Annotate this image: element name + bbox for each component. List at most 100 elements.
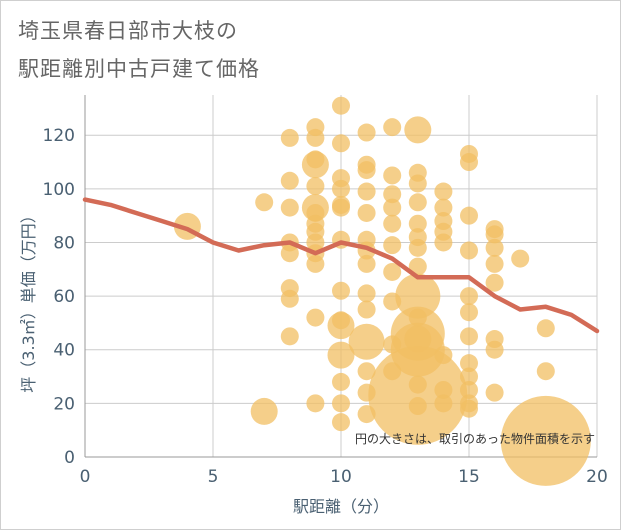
data-bubble bbox=[434, 346, 453, 365]
data-bubble bbox=[408, 214, 427, 233]
data-bubble bbox=[485, 225, 504, 244]
data-bubble bbox=[332, 281, 350, 300]
data-bubble bbox=[306, 308, 325, 327]
data-bubble bbox=[434, 198, 453, 217]
data-bubble bbox=[536, 319, 555, 338]
data-bubble bbox=[460, 153, 478, 172]
data-bubble bbox=[357, 300, 376, 319]
data-bubble bbox=[460, 303, 478, 322]
data-bubble bbox=[460, 206, 478, 225]
data-bubble bbox=[255, 193, 274, 212]
data-bubble bbox=[460, 241, 478, 260]
data-bubble bbox=[280, 289, 299, 308]
data-bubble bbox=[404, 325, 432, 353]
y-tick-label: 60 bbox=[53, 287, 75, 307]
data-bubble bbox=[536, 362, 555, 381]
data-bubble bbox=[408, 238, 427, 257]
data-bubble bbox=[280, 244, 299, 263]
x-tick-label: 15 bbox=[458, 467, 480, 487]
data-bubble bbox=[306, 177, 325, 196]
data-bubble bbox=[280, 198, 299, 217]
data-bubble bbox=[383, 214, 402, 233]
data-bubble bbox=[280, 128, 299, 147]
data-bubble bbox=[306, 128, 325, 147]
data-bubble bbox=[383, 118, 402, 137]
data-bubble bbox=[357, 161, 376, 180]
data-bubble bbox=[332, 372, 350, 391]
data-bubble bbox=[460, 367, 478, 386]
data-bubble bbox=[408, 375, 427, 394]
data-bubble bbox=[357, 362, 376, 381]
data-bubble bbox=[332, 134, 350, 153]
data-bubble bbox=[485, 340, 504, 359]
data-bubble bbox=[408, 193, 427, 212]
data-bubble bbox=[280, 171, 299, 190]
data-bubble bbox=[348, 323, 385, 360]
data-bubble bbox=[280, 327, 299, 346]
data-bubble bbox=[434, 182, 453, 201]
data-bubble bbox=[306, 150, 325, 169]
data-bubble bbox=[404, 116, 432, 144]
data-bubble bbox=[485, 254, 504, 273]
data-bubble bbox=[357, 182, 376, 201]
data-bubble bbox=[332, 413, 350, 432]
data-bubble bbox=[434, 233, 453, 252]
y-tick-label: 100 bbox=[43, 180, 75, 200]
y-tick-label: 20 bbox=[53, 394, 75, 414]
chart-title-line1: 埼玉県春日部市大枝の bbox=[18, 19, 238, 43]
bubble-size-note: 円の大きさは、取引のあった物件面積を示す bbox=[355, 431, 595, 446]
data-bubble bbox=[332, 179, 350, 198]
trend-line bbox=[82, 197, 600, 334]
data-bubble bbox=[357, 284, 376, 303]
chart-title-line2: 駅距離別中古戸建て価格 bbox=[18, 57, 260, 81]
y-tick-label: 120 bbox=[43, 126, 75, 146]
data-bubble bbox=[460, 287, 478, 306]
x-tick-label: 20 bbox=[586, 467, 608, 487]
data-bubble bbox=[485, 383, 504, 402]
x-tick-label: 0 bbox=[80, 467, 91, 487]
y-tick-label: 0 bbox=[64, 448, 75, 468]
data-bubble bbox=[357, 383, 376, 402]
data-bubble bbox=[511, 249, 530, 268]
data-bubble bbox=[500, 395, 591, 486]
data-bubble bbox=[408, 257, 427, 276]
data-bubble bbox=[332, 311, 350, 330]
data-bubble bbox=[408, 174, 427, 193]
data-bubble bbox=[383, 236, 402, 255]
data-bubble bbox=[383, 292, 402, 311]
data-bubble bbox=[383, 362, 402, 381]
data-bubble bbox=[332, 198, 350, 217]
data-bubble bbox=[383, 185, 402, 204]
data-bubble bbox=[250, 397, 278, 425]
y-axis-ticks: 0 20 40 60 80 100 120 bbox=[43, 126, 75, 468]
data-bubble bbox=[306, 254, 325, 273]
y-axis-label: 坪（3.3㎡）単価（万円） bbox=[19, 207, 38, 392]
x-axis-ticks: 0 5 10 15 20 bbox=[80, 467, 608, 487]
data-bubble bbox=[327, 341, 355, 369]
data-bubble bbox=[434, 380, 453, 399]
bubble-series bbox=[173, 96, 591, 486]
data-bubble bbox=[357, 254, 376, 273]
data-bubble bbox=[383, 166, 402, 185]
data-bubble bbox=[485, 238, 504, 257]
data-bubble bbox=[383, 198, 402, 217]
data-bubble bbox=[383, 335, 402, 354]
data-bubble bbox=[357, 405, 376, 424]
y-tick-label: 40 bbox=[53, 341, 75, 361]
data-bubble bbox=[434, 394, 453, 413]
data-bubble bbox=[460, 380, 478, 399]
y-tick-label: 80 bbox=[53, 233, 75, 253]
data-bubble bbox=[460, 327, 478, 346]
data-bubble bbox=[306, 394, 325, 413]
x-tick-label: 10 bbox=[330, 467, 352, 487]
data-bubble bbox=[332, 96, 350, 115]
data-bubble bbox=[332, 394, 350, 413]
data-bubble bbox=[408, 308, 427, 327]
data-bubble bbox=[357, 123, 376, 142]
x-axis-label: 駅距離（分） bbox=[293, 497, 389, 516]
data-bubble bbox=[395, 273, 441, 319]
data-bubble bbox=[460, 399, 478, 418]
data-bubble bbox=[408, 397, 427, 416]
data-bubble bbox=[485, 273, 504, 292]
